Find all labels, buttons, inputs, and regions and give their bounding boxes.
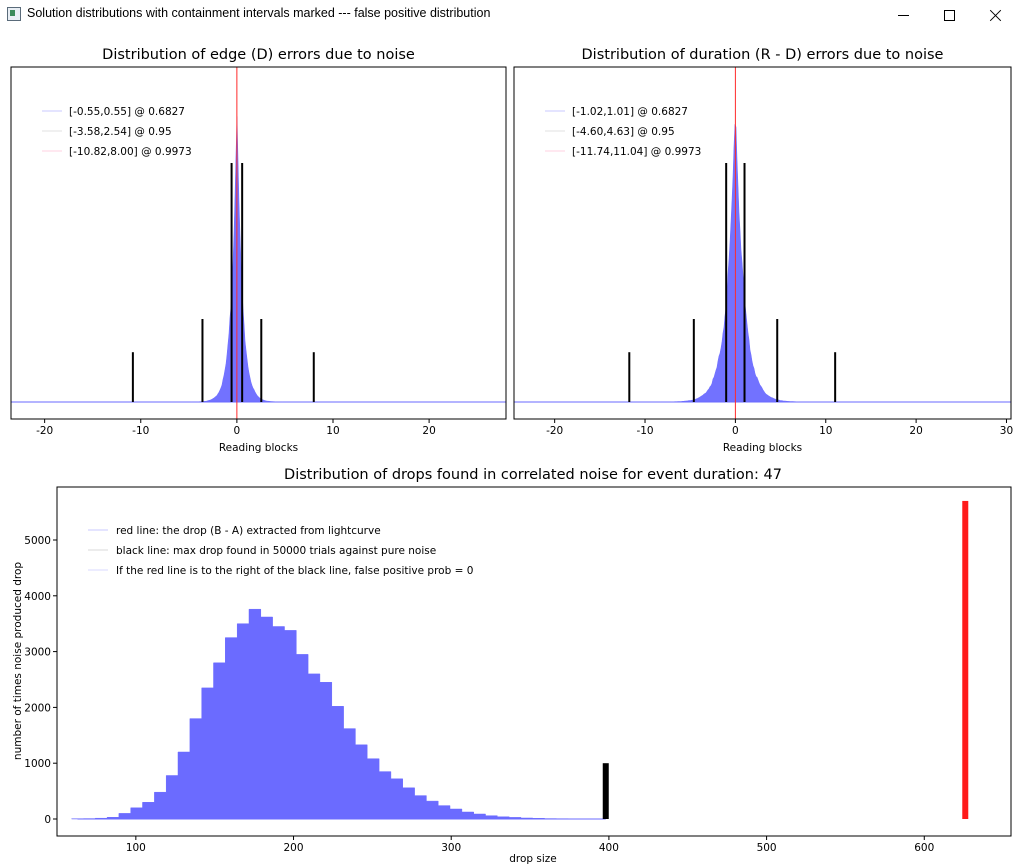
window-titlebar[interactable]: Solution distributions with containment … <box>0 0 1020 30</box>
chart-duration-errors: Distribution of duration (R - D) errors … <box>513 47 1013 454</box>
observed-drop-bar <box>962 500 969 819</box>
legend-entry: black line: max drop found in 50000 tria… <box>116 545 436 557</box>
max-drop-bar <box>602 763 609 819</box>
plots-area: Distribution of edge (D) errors due to n… <box>10 47 1013 864</box>
x-tick-label: 0 <box>732 425 739 437</box>
chart-drop-distribution: Distribution of drops found in correlate… <box>12 467 1012 864</box>
x-tick-label: 10 <box>819 425 832 437</box>
x-tick-label: 0 <box>234 425 241 437</box>
plot-frame <box>513 66 1012 420</box>
x-tick-label: -20 <box>36 425 53 437</box>
x-axis-label: Reading blocks <box>723 442 802 454</box>
legend-entry: If the red line is to the right of the b… <box>116 565 473 577</box>
minimize-icon <box>897 14 909 16</box>
chart-title: Distribution of drops found in correlate… <box>284 467 782 483</box>
x-tick-label: 10 <box>326 425 339 437</box>
app-window-icon <box>7 7 21 21</box>
x-tick-label: -10 <box>132 425 149 437</box>
x-tick-label: 300 <box>441 842 461 854</box>
x-tick-label: 500 <box>757 842 777 854</box>
y-tick-label: 3000 <box>24 647 51 659</box>
window-title: Solution distributions with containment … <box>27 6 491 20</box>
x-tick-label: 30 <box>1000 425 1013 437</box>
x-tick-label: 20 <box>422 425 435 437</box>
close-button[interactable] <box>972 0 1018 30</box>
close-icon <box>989 9 1002 22</box>
maximize-icon <box>943 9 955 21</box>
histogram <box>514 124 1011 403</box>
y-tick-label: 5000 <box>24 535 51 547</box>
chart-edge-errors: Distribution of edge (D) errors due to n… <box>10 47 507 454</box>
x-tick-label: 200 <box>284 842 304 854</box>
y-tick-label: 0 <box>44 814 51 826</box>
histogram <box>11 116 506 403</box>
x-axis-label: Reading blocks <box>219 442 298 454</box>
plot-frame <box>56 486 1012 837</box>
x-tick-label: -10 <box>636 425 653 437</box>
legend-entry: [-11.74,11.04] @ 0.9973 <box>572 146 701 158</box>
x-axis-label: drop size <box>509 853 557 864</box>
histogram <box>71 608 605 820</box>
legend-entry: [-10.82,8.00] @ 0.9973 <box>69 146 192 158</box>
y-tick-label: 4000 <box>24 591 51 603</box>
legend-entry: [-3.58,2.54] @ 0.95 <box>69 126 172 138</box>
plot-frame <box>10 66 507 420</box>
x-tick-label: 400 <box>599 842 619 854</box>
maximize-button[interactable] <box>926 0 972 30</box>
x-tick-label: 100 <box>126 842 146 854</box>
minimize-button[interactable] <box>880 0 926 30</box>
y-axis-label: number of times noise produced drop <box>12 562 24 760</box>
y-tick-label: 1000 <box>24 758 51 770</box>
x-tick-label: -20 <box>546 425 563 437</box>
legend-entry: red line: the drop (B - A) extracted fro… <box>116 525 381 537</box>
x-tick-label: 20 <box>909 425 922 437</box>
chart-title: Distribution of duration (R - D) errors … <box>582 47 944 63</box>
y-tick-label: 2000 <box>24 702 51 714</box>
x-tick-label: 600 <box>914 842 934 854</box>
legend-entry: [-4.60,4.63] @ 0.95 <box>572 126 675 138</box>
chart-title: Distribution of edge (D) errors due to n… <box>102 47 415 63</box>
legend-entry: [-1.02,1.01] @ 0.6827 <box>572 106 688 118</box>
legend-entry: [-0.55,0.55] @ 0.6827 <box>69 106 185 118</box>
